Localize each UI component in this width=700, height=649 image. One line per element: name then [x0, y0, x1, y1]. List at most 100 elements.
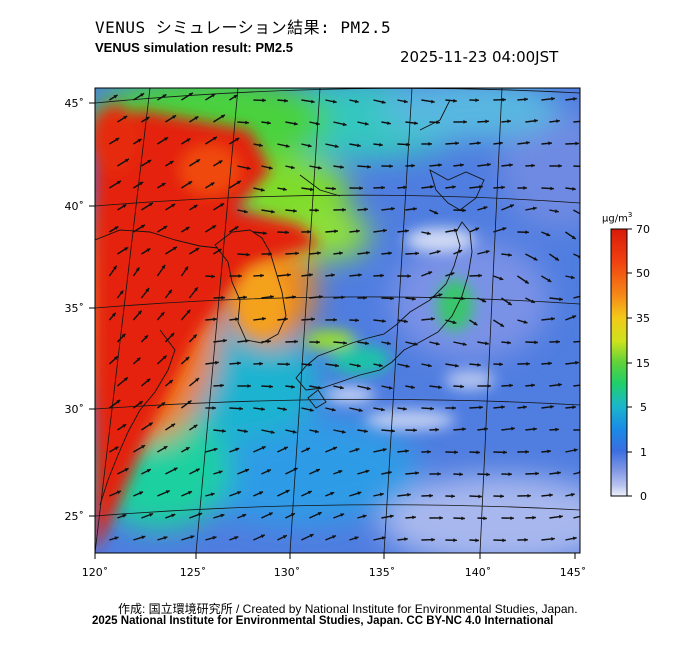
wind-arrow-head — [319, 295, 323, 299]
wind-arrow-head — [526, 141, 530, 145]
wind-arrow-head — [140, 224, 145, 229]
wind-arrow-head — [462, 208, 466, 213]
wind-arrow-head — [261, 407, 265, 411]
wind-arrow-head — [141, 445, 146, 449]
wind-arrow-head — [436, 250, 441, 254]
lon-label-130: 130˚ — [274, 566, 301, 579]
wind-arrow-head — [315, 121, 320, 126]
wind-arrow-head — [260, 273, 264, 278]
wind-arrow-head — [262, 316, 266, 321]
wind-arrow-head — [452, 406, 456, 410]
wind-arrow-head — [123, 377, 128, 382]
wind-arrow-head — [290, 165, 295, 170]
wind-arrow-head — [455, 141, 459, 146]
wind-arrow-head — [165, 490, 170, 494]
wind-arrow-head — [235, 138, 240, 142]
wind-arrow-head — [570, 275, 575, 280]
wind-arrow-head — [342, 207, 346, 212]
wind-arrow-head — [317, 165, 322, 170]
wind-arrow-head — [243, 295, 247, 300]
colorbar-unit-label: μg/m3 — [602, 211, 632, 224]
wind-arrow-head — [170, 333, 175, 337]
wind-arrow-head — [220, 203, 225, 207]
wind-arrow-head — [330, 491, 335, 496]
wind-arrow-head — [211, 274, 215, 279]
wind-arrow-head — [235, 317, 239, 322]
longitude-ticks — [94, 553, 576, 559]
wind-arrow-head — [284, 98, 288, 103]
wind-arrow — [573, 295, 580, 299]
wind-arrow-head — [193, 205, 198, 209]
wind-arrow-head — [430, 406, 434, 411]
wind-arrow-head — [171, 204, 176, 208]
wind-arrow-head — [407, 492, 411, 497]
wind-arrow-head — [413, 428, 417, 433]
wind-arrow-head — [160, 312, 165, 316]
wind-arrow-head — [283, 446, 288, 451]
wind-arrow-head — [358, 273, 362, 277]
wind-arrow-head — [460, 163, 464, 167]
wind-arrow-head — [266, 469, 271, 473]
wind-arrow-head — [436, 120, 440, 125]
wind-arrow-head — [186, 138, 191, 142]
wind-arrow-head — [138, 401, 143, 405]
wind-arrow-head — [139, 491, 143, 495]
wind-arrow-head — [557, 471, 561, 475]
wind-arrow — [573, 120, 580, 123]
wind-arrow-head — [335, 363, 339, 368]
wind-arrow-head — [261, 446, 266, 450]
wind-arrow-head — [146, 378, 151, 383]
copyright-line: 2025 National Institute for Environmenta… — [92, 615, 554, 627]
wind-arrow-head — [431, 317, 435, 321]
wind-arrow-head — [171, 513, 176, 518]
wind-arrow-head — [534, 340, 538, 345]
wind-arrow-head — [292, 429, 297, 434]
wind-arrow-head — [246, 166, 251, 170]
wind-arrow-head — [524, 97, 528, 102]
wind-arrow-head — [122, 514, 127, 518]
wind-arrow-head — [115, 138, 120, 142]
wind-arrow-head — [381, 536, 386, 540]
wind-arrow-head — [427, 363, 432, 368]
wind-arrow-head — [171, 423, 176, 428]
wind-arrow-head — [501, 185, 505, 190]
wind-arrow-head — [500, 323, 504, 327]
wind-arrow-head — [389, 514, 394, 519]
wind-arrow-head — [310, 187, 314, 192]
wind-arrow-head — [431, 537, 435, 542]
wind-arrow-head — [405, 449, 409, 453]
wind-arrow-head — [507, 340, 511, 345]
colorbar-label-70: 70 — [636, 223, 650, 236]
wind-arrow-head — [315, 208, 319, 213]
wind-arrow-head — [531, 383, 535, 388]
wind-arrow-head — [547, 278, 552, 282]
wind-arrow-head — [245, 339, 249, 343]
wind-arrow-head — [268, 166, 273, 170]
wind-arrow-head — [187, 400, 192, 405]
wind-arrow-head — [267, 120, 271, 125]
wind-arrow-head — [356, 229, 360, 234]
wind-arrow-head — [507, 301, 512, 306]
wind-arrow-head — [531, 163, 535, 168]
wind-arrow-head — [184, 266, 188, 271]
wind-arrow-head — [404, 537, 408, 542]
wind-arrow-head — [407, 274, 411, 278]
wind-arrow-head — [364, 121, 369, 126]
lon-label-135: 135˚ — [369, 566, 396, 579]
wind-arrow-head — [575, 360, 579, 365]
wind-arrow-head — [534, 118, 538, 123]
wind-arrow-head — [309, 534, 314, 538]
wind-arrow-head — [315, 468, 320, 473]
wind-arrow-head — [147, 160, 152, 164]
wind-arrow-head — [535, 471, 539, 476]
wind-arrow-head — [220, 114, 225, 119]
wind-arrow-head — [285, 230, 289, 235]
wind-arrow-head — [139, 182, 144, 186]
wind-arrow-head — [502, 97, 506, 102]
wind-arrow-head — [503, 450, 507, 455]
wind-arrow-head — [194, 116, 199, 120]
wind-arrow-head — [461, 516, 465, 521]
wind-arrow-head — [149, 513, 154, 517]
wind-arrow-head — [573, 97, 577, 101]
wind-arrow-head — [269, 384, 273, 389]
